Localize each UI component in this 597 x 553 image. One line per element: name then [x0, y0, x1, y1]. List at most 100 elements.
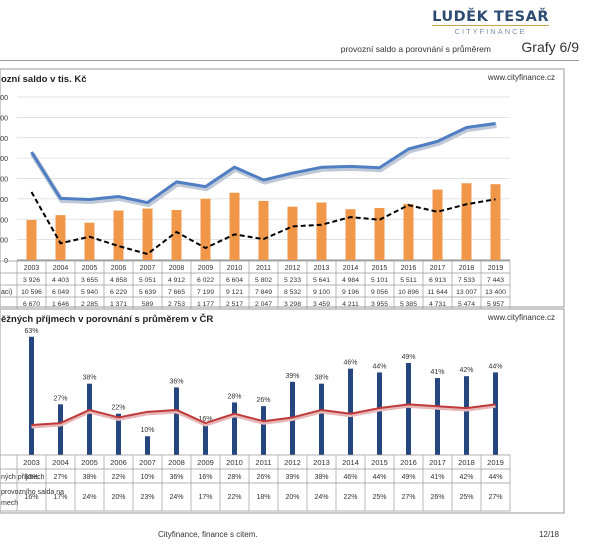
chart1-table-value: 6 022 — [197, 277, 214, 284]
chart1-table-value: 9 121 — [226, 289, 243, 296]
chart1-bar — [200, 198, 211, 260]
chart2-bar — [435, 378, 440, 455]
chart1-table-value: 6 670 — [23, 301, 40, 308]
chart1-table-value: 5 957 — [487, 301, 504, 308]
chart2-x-tick-label: 2019 — [487, 458, 504, 467]
header-subtitle: provozní saldo a porovnání s průměrem — [340, 44, 491, 54]
chart1-bar — [432, 189, 443, 260]
chart2-table-value: 26% — [256, 474, 270, 481]
chart1-x-tick-label: 2016 — [401, 265, 417, 272]
chart2-x-tick-label: 2016 — [400, 458, 417, 467]
chart1-source: www.cityfinance.cz — [487, 73, 555, 82]
chart2-table-value: 27% — [53, 474, 67, 481]
chart2-x-tick-label: 2008 — [168, 458, 185, 467]
chart2-table-value: 24% — [169, 494, 183, 501]
chart1-table-value: 6 229 — [110, 289, 127, 296]
chart1-table-value: 1 646 — [52, 301, 69, 308]
chart1-y-tick-label: 0 — [4, 258, 8, 265]
chart1-table-value: 6 913 — [429, 277, 446, 284]
chart2-data-label: 63% — [24, 328, 38, 335]
chart1-x-tick-label: 2019 — [488, 265, 504, 272]
chart2-bar — [58, 404, 63, 455]
chart1-y-tick-label: 000 — [0, 136, 8, 143]
chart1-table-value: 3 655 — [81, 277, 98, 284]
chart1-table-value: 2 285 — [81, 301, 98, 308]
chart2-table-value: 24% — [314, 494, 328, 501]
chart2-x-tick-label: 2018 — [458, 458, 475, 467]
chart2-table-value: 16% — [24, 494, 38, 501]
chart1-table-value: 11 644 — [427, 289, 448, 296]
chart1-table-value: 3 459 — [313, 301, 330, 308]
chart2-series-label: ných příjmech — [1, 474, 45, 481]
chart2-line-series — [31, 403, 496, 426]
chart1-line-shadow — [30, 123, 497, 208]
chart2-data-label: 39% — [285, 373, 299, 380]
chart2-table-value: 39% — [285, 474, 299, 481]
chart1-table-value: 4 984 — [342, 277, 359, 284]
chart2-data-label: 44% — [372, 363, 386, 370]
chart2-data-label: 28% — [227, 393, 241, 400]
chart1-table-value: 6 604 — [226, 277, 243, 284]
chart2-table-value: 24% — [82, 494, 96, 501]
chart2-bar — [203, 424, 208, 455]
chart1-x-tick-label: 2003 — [24, 265, 40, 272]
chart1-x-tick-label: 2013 — [314, 265, 330, 272]
chart1-table-value: 4 211 — [342, 301, 359, 308]
chart2-x-tick-label: 2009 — [197, 458, 214, 467]
chart1-bar — [171, 209, 182, 260]
chart2-data-label: 44% — [488, 363, 502, 370]
chart2-table-value: 44% — [372, 474, 386, 481]
chart1-table-value: 5 101 — [371, 277, 388, 284]
chart1-x-tick-label: 2014 — [343, 265, 359, 272]
chart2-table-value: 63% — [24, 474, 38, 481]
chart1-x-tick-label: 2008 — [169, 265, 185, 272]
chart2-x-tick-label: 2017 — [429, 458, 446, 467]
chart1-y-tick-label: 000 — [0, 238, 8, 245]
chart2-table-value: 42% — [459, 474, 473, 481]
chart2-data-label: 49% — [401, 354, 415, 361]
chart1-bar — [374, 208, 385, 260]
chart2-table-value: 18% — [256, 494, 270, 501]
chart2-x-tick-label: 2010 — [226, 458, 243, 467]
chart1-y-tick-label: 000 — [0, 217, 8, 224]
chart1-bar — [113, 210, 124, 260]
chart2-bar — [406, 363, 411, 455]
footer-page-number: 12/18 — [538, 530, 559, 539]
chart1-x-tick-label: 2017 — [430, 265, 446, 272]
chart1-table-value: 5 639 — [139, 289, 156, 296]
chart1-frame — [0, 68, 565, 308]
chart2-table-value: 38% — [314, 474, 328, 481]
chart2-x-tick-label: 2004 — [52, 458, 69, 467]
chart2-data-label: 22% — [111, 405, 125, 412]
chart1-bar — [490, 184, 501, 260]
chart2-table-value: 25% — [459, 494, 473, 501]
chart2-bar — [29, 336, 34, 455]
chart1-table-value: 9 196 — [342, 289, 359, 296]
chart2-table-value: 26% — [430, 494, 444, 501]
chart2-data-label: 27% — [53, 395, 67, 402]
chart1-table-value: 5 385 — [400, 301, 417, 308]
chart2-x-tick-label: 2006 — [110, 458, 127, 467]
chart2-frame — [0, 308, 565, 514]
chart1-table-value: 13 400 — [485, 289, 506, 296]
chart1-table-value: 5 641 — [313, 277, 330, 284]
chart1-title: ozní saldo v tis. Kč — [1, 74, 87, 85]
chart1-table-value: 5 474 — [458, 301, 475, 308]
chart1-x-tick-label: 2015 — [372, 265, 388, 272]
chart2-table-value: 22% — [111, 474, 125, 481]
chart1-x-tick-label: 2012 — [285, 265, 301, 272]
chart2-bar — [174, 387, 179, 455]
chart2-bar — [232, 402, 237, 455]
chart2-table-value: 27% — [488, 494, 502, 501]
chart2-data-label: 41% — [430, 369, 444, 376]
chart1-table-value: 4 403 — [52, 277, 69, 284]
chart2-table-value: 16% — [198, 474, 212, 481]
chart2-table-value: 22% — [227, 494, 241, 501]
chart2-table-value: 22% — [343, 494, 357, 501]
chart2-x-tick-label: 2011 — [255, 458, 271, 467]
chart1-table-value: 5 051 — [139, 277, 156, 284]
chart1-series-label: aci) — [1, 289, 12, 296]
chart2-table-value: 38% — [82, 474, 96, 481]
chart1-table-value: 8 532 — [284, 289, 301, 296]
